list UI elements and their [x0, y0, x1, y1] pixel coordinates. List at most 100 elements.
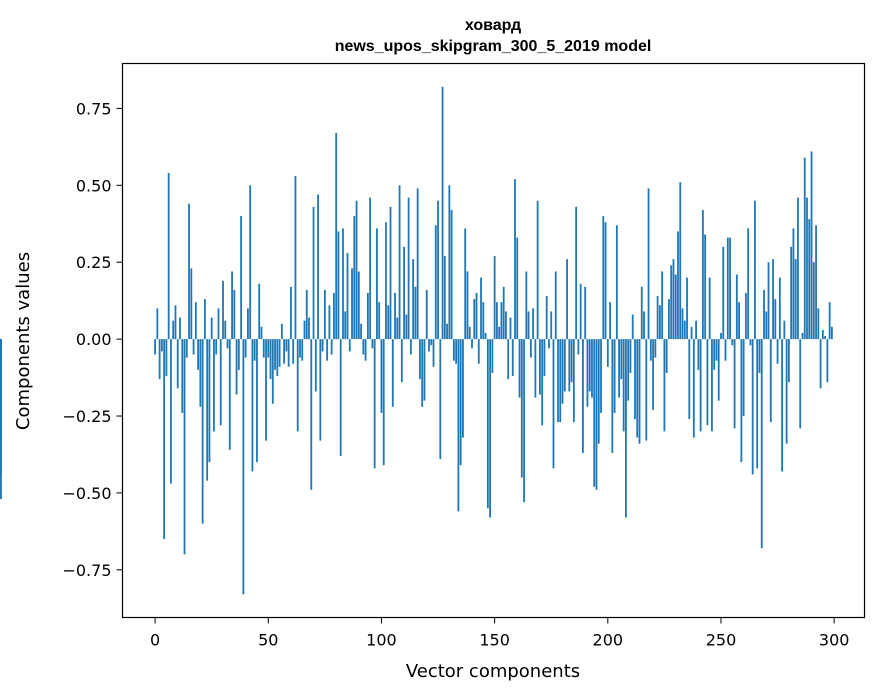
bar	[443, 256, 446, 340]
bar	[294, 176, 297, 340]
bar	[575, 206, 578, 340]
bar	[387, 305, 390, 340]
bar	[717, 339, 720, 401]
bar	[602, 216, 605, 340]
x-tick-label: 200	[593, 631, 624, 650]
bar	[620, 339, 623, 380]
bar	[480, 277, 482, 340]
x-axis: 0 50 100 150 200 250 300	[150, 617, 849, 650]
bar	[613, 339, 616, 413]
bar	[794, 259, 797, 340]
bar	[527, 311, 530, 340]
bar	[310, 339, 313, 490]
bar	[808, 219, 811, 340]
bar	[154, 339, 156, 355]
bar	[740, 339, 743, 463]
bar	[502, 286, 505, 340]
bar	[706, 339, 709, 426]
bar	[776, 339, 779, 364]
bar	[658, 305, 661, 340]
bar	[806, 197, 808, 340]
bar	[733, 339, 736, 429]
bar	[563, 339, 566, 392]
bar	[591, 339, 593, 398]
bar	[267, 339, 270, 358]
bar	[226, 339, 229, 349]
y-tick-label: 0.50	[76, 176, 112, 195]
bar	[672, 259, 675, 340]
bar	[0, 339, 2, 441]
bar	[783, 320, 786, 340]
bar	[179, 317, 181, 340]
bar	[398, 185, 401, 340]
bar	[290, 286, 292, 340]
bar	[631, 314, 634, 340]
x-tick-label: 100	[366, 631, 397, 650]
bar	[690, 326, 693, 340]
bar	[550, 311, 553, 340]
bar	[797, 197, 799, 340]
bar	[824, 336, 827, 340]
bar	[819, 339, 822, 389]
bar	[699, 339, 702, 432]
y-tick-label: 0.75	[76, 99, 112, 118]
bar	[622, 339, 625, 432]
bar	[787, 339, 790, 383]
bar	[240, 216, 243, 340]
bar	[170, 339, 172, 484]
bar	[394, 292, 396, 340]
bar	[235, 339, 238, 395]
bar	[645, 339, 648, 441]
bar	[423, 339, 426, 401]
bar	[661, 271, 664, 340]
bar	[652, 339, 654, 410]
bar	[701, 209, 704, 340]
bar	[183, 339, 186, 555]
bar	[346, 252, 349, 340]
bar	[446, 323, 448, 340]
bar	[412, 259, 415, 340]
bar	[520, 339, 523, 478]
bar	[577, 339, 580, 355]
bar	[559, 339, 562, 423]
bar	[321, 339, 324, 352]
bar	[376, 228, 378, 340]
bar	[405, 314, 408, 340]
bar	[247, 308, 249, 340]
bar	[482, 302, 485, 340]
bar	[319, 339, 322, 441]
bar	[409, 339, 412, 355]
bar	[778, 277, 781, 340]
y-tick-label: 0.00	[76, 330, 112, 349]
bar	[532, 308, 535, 340]
y-tick-label: 0.25	[76, 253, 112, 272]
bar	[695, 320, 697, 340]
bar	[430, 339, 433, 346]
bar	[831, 326, 833, 340]
bar	[647, 188, 650, 340]
bar	[308, 317, 310, 340]
bar	[283, 339, 286, 364]
bar	[801, 332, 804, 340]
bar	[457, 339, 460, 512]
bar	[815, 225, 817, 340]
bar	[301, 339, 304, 361]
bar	[679, 182, 682, 340]
plot-frame	[121, 62, 866, 619]
bar	[391, 339, 394, 407]
bar	[516, 237, 519, 340]
bar	[826, 339, 829, 383]
bar	[328, 305, 331, 340]
bar	[541, 339, 544, 426]
bar	[201, 339, 204, 524]
bar	[724, 339, 727, 361]
bar	[323, 289, 326, 340]
bar	[292, 339, 295, 364]
bar	[518, 339, 521, 398]
bar	[299, 339, 301, 358]
bar	[561, 339, 564, 404]
bar	[525, 271, 528, 340]
bar	[495, 302, 498, 340]
bar	[475, 292, 478, 340]
bar	[303, 320, 306, 340]
